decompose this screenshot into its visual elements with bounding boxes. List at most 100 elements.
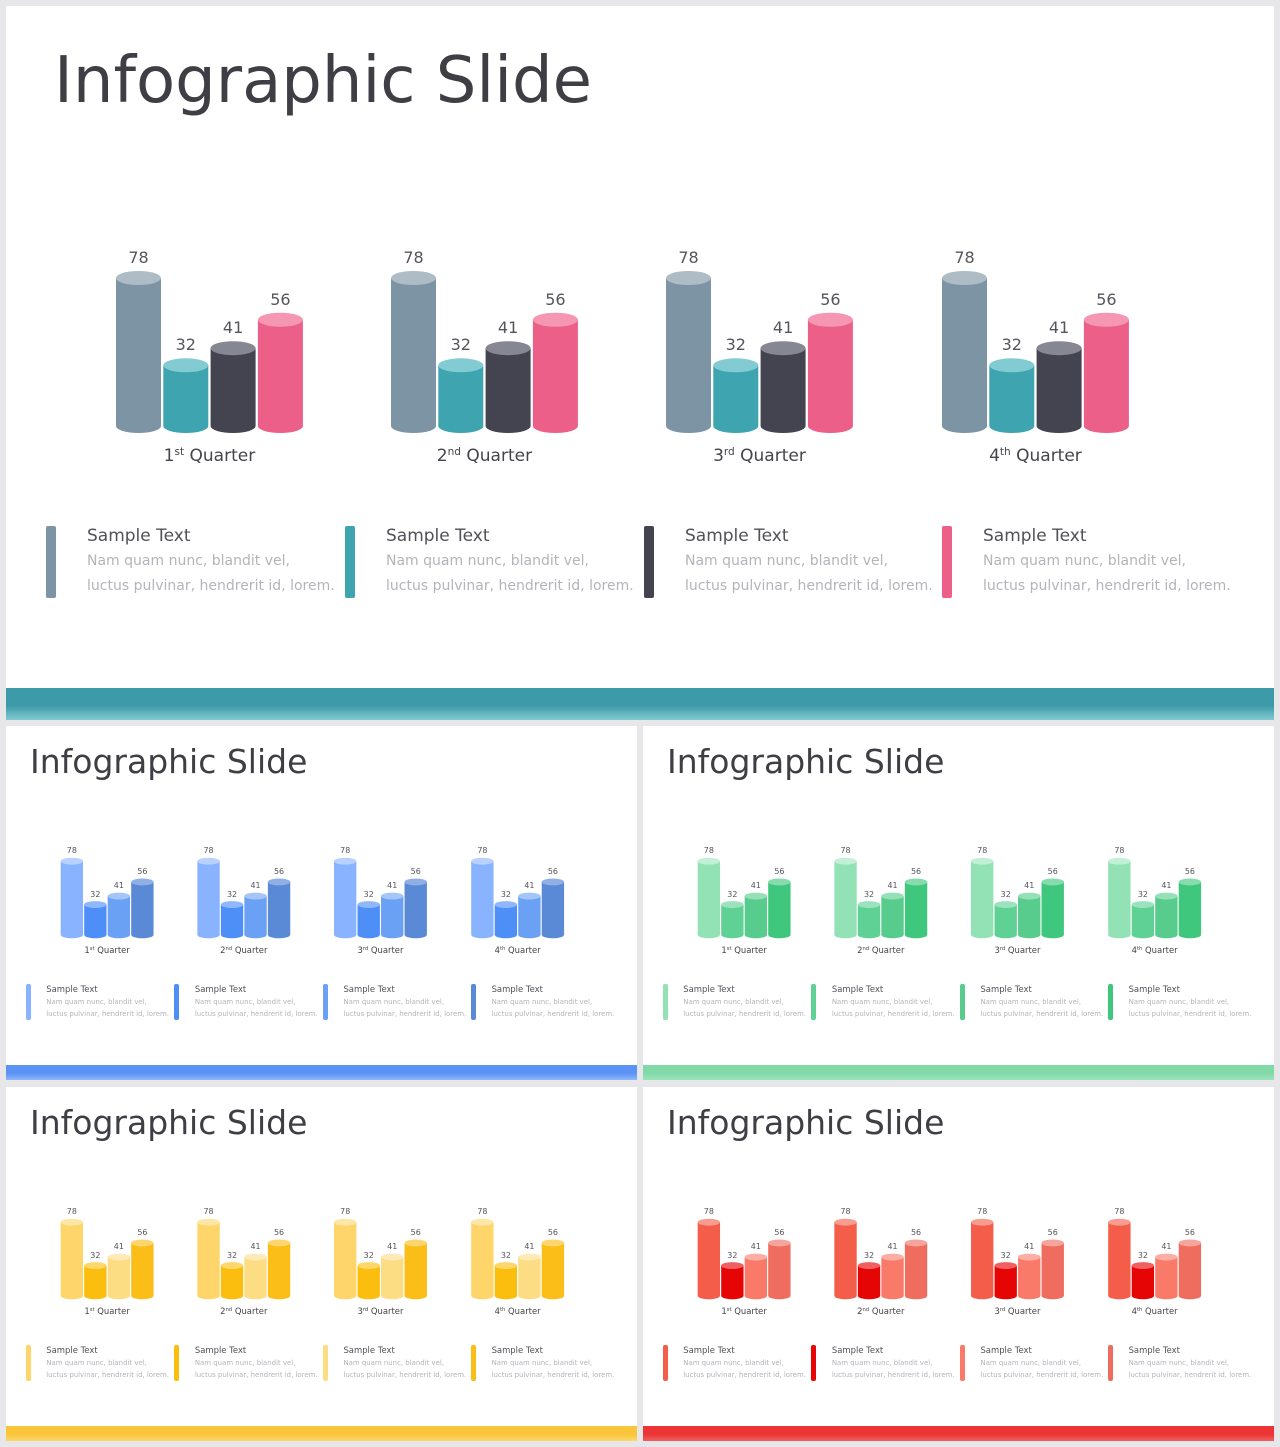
bar xyxy=(107,1253,131,1300)
bar xyxy=(857,901,881,939)
quarter-number: 4 xyxy=(1131,944,1137,955)
legend-color-marker xyxy=(25,1345,31,1382)
bar-value-label: 56 xyxy=(910,867,922,877)
legend-title: Sample Text xyxy=(343,1345,395,1356)
legend-color-marker xyxy=(811,984,817,1021)
bar-value-label: 78 xyxy=(477,846,488,856)
legend-description-line2: luctus pulvinar, hendrerit id, lorem. xyxy=(1128,1371,1252,1380)
legend-color-marker xyxy=(323,1345,329,1382)
legend-title: Sample Text xyxy=(980,1345,1032,1356)
quarter-word: Quarter xyxy=(1016,446,1082,466)
bar xyxy=(1178,878,1202,939)
legend-description-line2: luctus pulvinar, hendrerit id, lorem. xyxy=(683,1010,806,1019)
quarter-suffix: th xyxy=(1136,1306,1143,1313)
bar-value-label: 32 xyxy=(363,1250,374,1260)
quarter-word: Quarter xyxy=(871,1305,905,1316)
legend-description-line1: Nam quam nunc, blandit vel, xyxy=(491,997,593,1006)
quarter-word: Quarter xyxy=(1007,1305,1041,1316)
slide-title: Infographic Slide xyxy=(667,742,945,781)
quarter-suffix: nd xyxy=(447,446,461,459)
bar xyxy=(541,1239,565,1300)
bar-value-label: 32 xyxy=(725,335,746,355)
bar-value-label: 32 xyxy=(863,889,875,899)
bar xyxy=(881,1253,904,1300)
legend-title: Sample Text xyxy=(491,1345,543,1356)
legend-color-marker xyxy=(942,526,952,598)
slide-title: Infographic Slide xyxy=(667,1103,945,1142)
bar xyxy=(1041,878,1064,939)
legend-color-marker xyxy=(25,984,31,1021)
bar-value-label: 78 xyxy=(203,1207,214,1217)
bar-value-label: 78 xyxy=(203,846,214,856)
quarter-number: 1 xyxy=(721,944,727,955)
bar xyxy=(404,1239,427,1300)
legend-description-line1: Nam quam nunc, blandit vel, xyxy=(683,997,784,1006)
legend-description-line1: Nam quam nunc, blandit vel, xyxy=(386,553,589,569)
legend-color-marker xyxy=(811,1345,817,1382)
bar-value-label: 56 xyxy=(774,867,785,877)
quarter-number: 4 xyxy=(494,1305,500,1316)
bar xyxy=(721,1262,744,1300)
bar-value-label: 56 xyxy=(545,289,566,309)
quarter-word: Quarter xyxy=(189,446,256,466)
bar-value-label: 32 xyxy=(727,1250,738,1260)
legend-description-line2: luctus pulvinar, hendrerit id, lorem. xyxy=(386,578,634,594)
quarter-suffix: st xyxy=(89,945,95,952)
legend-title: Sample Text xyxy=(980,984,1032,995)
bar xyxy=(518,892,541,939)
legend-description-line1: Nam quam nunc, blandit vel, xyxy=(194,997,296,1006)
bar-value-label: 41 xyxy=(387,881,398,891)
quarter-label: 1st Quarter xyxy=(688,1306,801,1316)
bar-value-label: 32 xyxy=(175,335,196,355)
legend-description-line1: Nam quam nunc, blandit vel, xyxy=(980,997,1082,1006)
quarter-word: Quarter xyxy=(370,1305,404,1316)
legend-title: Sample Text xyxy=(1128,984,1180,995)
bar-value-label: 78 xyxy=(840,1207,851,1217)
bar xyxy=(84,1262,107,1300)
quarter-suffix: nd xyxy=(225,945,233,952)
quarter-number: 4 xyxy=(1131,1305,1137,1316)
quarter-suffix: nd xyxy=(862,945,870,952)
bar xyxy=(404,878,427,939)
quarter-suffix: st xyxy=(174,446,185,459)
bar-chart xyxy=(116,271,1129,434)
bar-value-label: 41 xyxy=(887,881,898,891)
bar xyxy=(697,1218,721,1300)
bar-value-label: 78 xyxy=(477,1207,488,1217)
quarter-word: Quarter xyxy=(1145,944,1178,955)
bar-value-label: 78 xyxy=(340,846,351,856)
quarter-suffix: st xyxy=(726,1306,732,1313)
bar xyxy=(807,312,853,434)
quarter-word: Quarter xyxy=(370,944,404,955)
bar xyxy=(1018,892,1041,939)
quarter-label: 4th Quarter xyxy=(1098,1306,1211,1316)
bar-value-label: 32 xyxy=(1000,1250,1011,1260)
quarter-number: 3 xyxy=(994,944,1000,955)
legend-description-line1: Nam quam nunc, blandit vel, xyxy=(1128,997,1230,1006)
legend-description-line2: luctus pulvinar, hendrerit id, lorem. xyxy=(980,1371,1104,1380)
bar-value-label: 41 xyxy=(387,1242,398,1252)
quarter-word: Quarter xyxy=(234,944,268,955)
legend-title: Sample Text xyxy=(1128,1345,1180,1356)
bar xyxy=(760,341,806,434)
bar xyxy=(381,892,404,939)
legend-description-line2: luctus pulvinar, hendrerit id, lorem. xyxy=(46,1371,169,1380)
bar-value-label: 78 xyxy=(66,846,77,856)
bar-value-label: 78 xyxy=(66,1207,77,1217)
bar-value-label: 78 xyxy=(840,846,851,856)
quarter-word: Quarter xyxy=(508,944,541,955)
bar-value-label: 56 xyxy=(820,289,841,309)
quarter-label: 4th Quarter xyxy=(1098,945,1211,955)
bar-value-label: 41 xyxy=(250,881,261,891)
quarter-number: 2 xyxy=(436,446,448,466)
quarter-number: 1 xyxy=(84,1305,90,1316)
bar xyxy=(357,1262,380,1300)
bar xyxy=(532,312,578,434)
bar-value-label: 41 xyxy=(222,318,244,338)
bar-value-label: 56 xyxy=(774,1228,785,1238)
quarter-number: 1 xyxy=(84,944,90,955)
bar-value-label: 41 xyxy=(887,1242,898,1252)
legend-description-line2: luctus pulvinar, hendrerit id, lorem. xyxy=(46,1010,169,1019)
legend-color-marker xyxy=(345,526,355,598)
bar xyxy=(904,878,928,939)
